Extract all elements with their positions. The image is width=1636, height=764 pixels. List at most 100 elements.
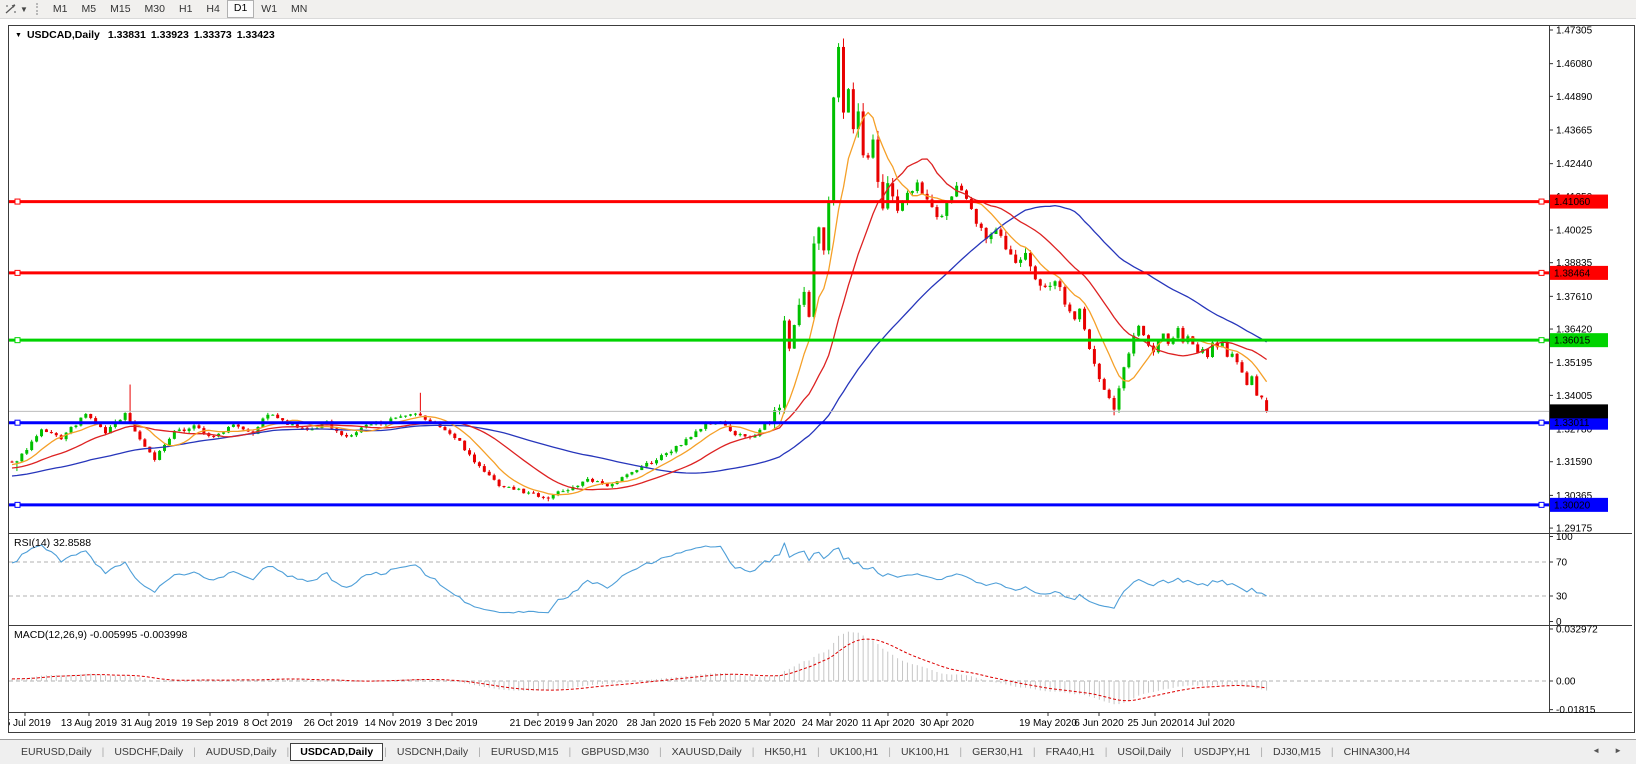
candle-body xyxy=(507,486,511,488)
timeframe-button-m1[interactable]: M1 xyxy=(52,3,68,15)
timeframe-button-h1[interactable]: H1 xyxy=(178,3,193,15)
chart-tab-usoil-daily[interactable]: USOil,Daily xyxy=(1117,746,1172,758)
candle-body xyxy=(182,429,186,432)
line-handle[interactable] xyxy=(1538,337,1545,344)
candle-body xyxy=(989,234,993,240)
chart-tab-uk100-h1[interactable]: UK100,H1 xyxy=(900,746,950,758)
chart-tab-dj30-m15[interactable]: DJ30,M15 xyxy=(1273,746,1321,758)
chart-tab-usdjpy-h1[interactable]: USDJPY,H1 xyxy=(1193,746,1251,758)
candle-body xyxy=(409,414,413,416)
collapse-arrow-icon[interactable]: ▼ xyxy=(15,31,22,39)
line-handle[interactable] xyxy=(14,269,21,276)
candle-body xyxy=(158,450,162,460)
line-handle[interactable] xyxy=(1538,501,1545,508)
horizontal-level-line-1.36015[interactable]: 1.36015 xyxy=(9,333,1608,348)
timeframe-button-h4[interactable]: H4 xyxy=(206,3,220,15)
tab-scroll-left-icon[interactable]: ◄ xyxy=(1592,746,1601,755)
candle-body xyxy=(44,429,48,433)
candle-body xyxy=(276,414,280,419)
candle-body xyxy=(600,481,604,484)
level-price-text: 1.33011 xyxy=(1554,418,1590,429)
chart-tab-china300-h4[interactable]: CHINA300,H4 xyxy=(1343,746,1411,758)
candle-body xyxy=(69,426,73,433)
candle-body xyxy=(974,208,978,224)
candle-body xyxy=(1235,353,1239,363)
candle-body xyxy=(1038,279,1042,286)
tab-separator: | xyxy=(101,746,105,758)
date-tick-label: 14 Nov 2019 xyxy=(365,718,422,729)
line-handle[interactable] xyxy=(14,419,21,426)
line-studies-icon[interactable] xyxy=(3,2,19,16)
candle-body xyxy=(89,414,93,419)
candle-body xyxy=(527,492,531,494)
timeframe-button-m15[interactable]: M15 xyxy=(110,3,131,15)
line-handle[interactable] xyxy=(14,198,21,205)
timeframe-button-d1[interactable]: D1 xyxy=(226,0,255,18)
date-tick-label: 15 Feb 2020 xyxy=(685,718,742,729)
candle-body xyxy=(802,291,806,305)
candle-body xyxy=(172,430,176,439)
chart-window[interactable]: 1.473051.460801.448901.436651.424401.412… xyxy=(8,25,1635,733)
candle-body xyxy=(773,410,777,424)
candle-body xyxy=(345,434,349,437)
candle-body xyxy=(792,325,796,349)
candle-body xyxy=(143,439,147,447)
horizontal-level-line-1.30020[interactable]: 1.30020 xyxy=(9,497,1608,512)
candle-body xyxy=(1240,362,1244,373)
toolbar-dropdown-caret-icon[interactable]: ▼ xyxy=(20,4,28,14)
line-handle[interactable] xyxy=(14,337,21,344)
chart-tab-usdcnh-daily[interactable]: USDCNH,Daily xyxy=(396,746,469,758)
timeframe-button-mn[interactable]: MN xyxy=(291,3,308,15)
line-handle[interactable] xyxy=(1538,419,1545,426)
candle-body xyxy=(389,418,393,424)
timeframe-button-m30[interactable]: M30 xyxy=(144,3,165,15)
horizontal-level-line-1.33011[interactable]: 1.33011 xyxy=(9,415,1608,430)
candle-body xyxy=(891,183,895,197)
chart-tab-hk50-h1[interactable]: HK50,H1 xyxy=(764,746,808,758)
line-handle[interactable] xyxy=(1538,269,1545,276)
candle-body xyxy=(940,215,944,218)
line-handle[interactable] xyxy=(1538,198,1545,205)
candle-body xyxy=(753,435,757,438)
chart-tab-xauusd-daily[interactable]: XAUUSD,Daily xyxy=(671,746,742,758)
chart-tab-eurusd-daily[interactable]: EURUSD,Daily xyxy=(21,746,92,758)
candle-body xyxy=(472,454,476,463)
date-tick-label: 25 Jul 2019 xyxy=(9,718,51,729)
chart-tab-audusd-daily[interactable]: AUDUSD,Daily xyxy=(205,746,277,758)
candle-body xyxy=(404,415,408,417)
chart-tab-bar: EURUSD,Daily | USDCHF,Daily | AUDUSD,Daily | U… xyxy=(0,739,1636,764)
candle-body xyxy=(236,424,240,427)
chart-tab-gbpusd-m30[interactable]: GBPUSD,M30 xyxy=(581,746,649,758)
timeframe-button-m5[interactable]: M5 xyxy=(81,3,97,15)
chart-tab-usdcad-daily[interactable]: USDCAD,Daily xyxy=(290,743,384,761)
price-tick-label: 1.43665 xyxy=(1556,126,1593,137)
candle-body xyxy=(1250,376,1254,385)
candle-body xyxy=(192,425,196,429)
candle-body xyxy=(1117,388,1121,410)
candle-body xyxy=(1102,379,1106,390)
chart-tab-fra40-h1[interactable]: FRA40,H1 xyxy=(1045,746,1095,758)
line-handle[interactable] xyxy=(14,501,21,508)
candle-body xyxy=(866,155,870,158)
candle-body xyxy=(482,466,486,472)
candle-body xyxy=(394,417,398,419)
tab-separator: | xyxy=(384,746,387,758)
price-chart-canvas[interactable]: 1.473051.460801.448901.436651.424401.412… xyxy=(9,26,1632,730)
candle-body xyxy=(1156,340,1160,353)
timeframe-button-w1[interactable]: W1 xyxy=(261,3,278,15)
date-tick-label: 5 Mar 2020 xyxy=(745,718,796,729)
chart-tab-usdchf-daily[interactable]: USDCHF,Daily xyxy=(114,746,184,758)
price-tick-label: 1.32780 xyxy=(1556,425,1593,436)
horizontal-level-line-1.41060[interactable]: 1.41060 xyxy=(9,194,1608,209)
candle-body xyxy=(163,444,167,451)
chart-tab-uk100-h1[interactable]: UK100,H1 xyxy=(829,746,879,758)
horizontal-level-line-1.38464[interactable]: 1.38464 xyxy=(9,265,1608,280)
chart-tab-ger30-h1[interactable]: GER30,H1 xyxy=(972,746,1023,758)
candle-body xyxy=(354,432,358,436)
rsi-tick-label: 70 xyxy=(1556,558,1568,569)
candle-body xyxy=(364,424,368,428)
candle-body xyxy=(546,497,550,499)
candle-body xyxy=(763,422,767,430)
chart-tab-eurusd-m15[interactable]: EURUSD,M15 xyxy=(490,746,559,758)
tab-scroll-right-icon[interactable]: ► xyxy=(1614,746,1622,755)
